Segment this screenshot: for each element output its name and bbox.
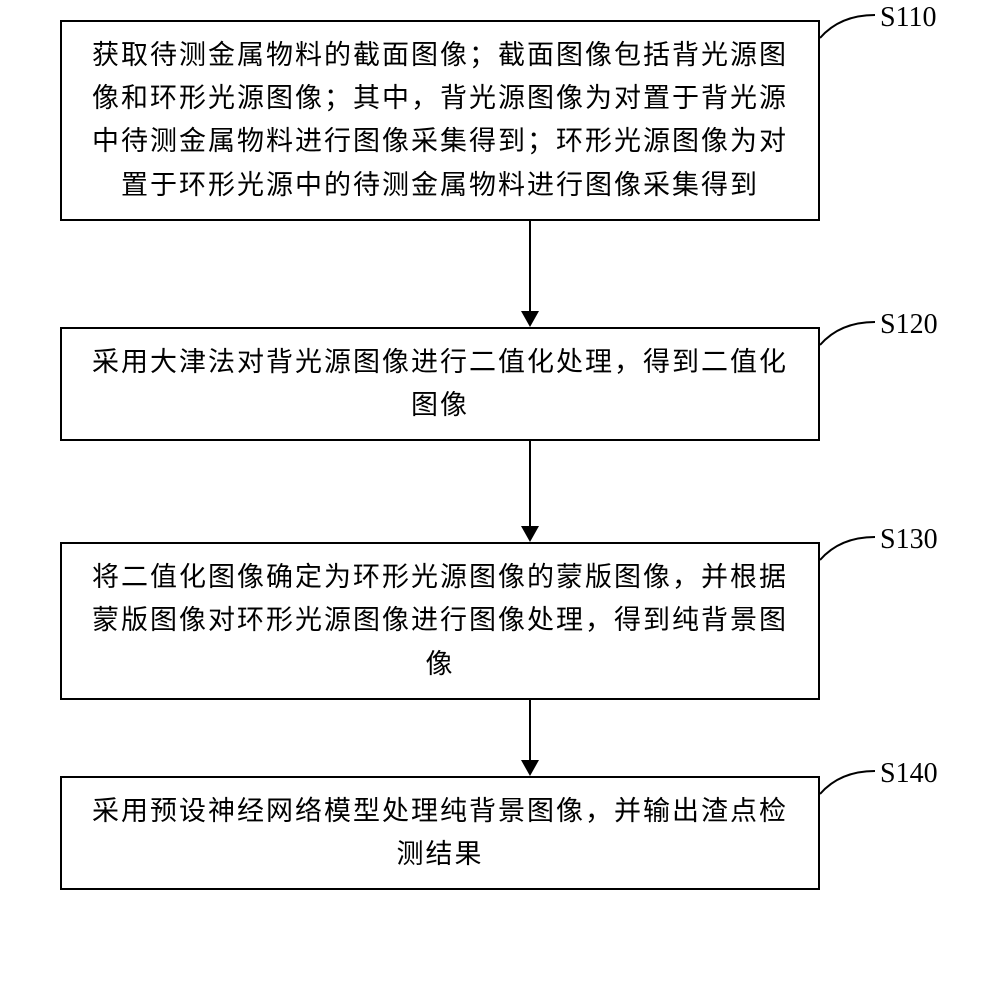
step-container-1: 获取待测金属物料的截面图像；截面图像包括背光源图像和环形光源图像；其中，背光源图… xyxy=(0,20,1000,221)
step-box-s110: 获取待测金属物料的截面图像；截面图像包括背光源图像和环形光源图像；其中，背光源图… xyxy=(60,20,820,221)
step-box-s120: 采用大津法对背光源图像进行二值化处理，得到二值化图像 xyxy=(60,327,820,441)
step-text: 采用大津法对背光源图像进行二值化处理，得到二值化图像 xyxy=(92,347,788,420)
step-container-4: 采用预设神经网络模型处理纯背景图像，并输出渣点检测结果 S140 xyxy=(0,776,1000,890)
step-text: 采用预设神经网络模型处理纯背景图像，并输出渣点检测结果 xyxy=(92,796,788,869)
step-label-s110: S110 xyxy=(880,2,937,34)
arrow-line xyxy=(529,441,531,526)
arrow-line xyxy=(529,700,531,760)
step-label-s120: S120 xyxy=(880,309,938,341)
step-container-3: 将二值化图像确定为环形光源图像的蒙版图像，并根据蒙版图像对环形光源图像进行图像处… xyxy=(0,542,1000,700)
step-label-s140: S140 xyxy=(880,758,938,790)
arrow-head-icon xyxy=(521,526,539,542)
arrow-line xyxy=(529,221,531,311)
step-container-2: 采用大津法对背光源图像进行二值化处理，得到二值化图像 S120 xyxy=(0,327,1000,441)
arrow-head-icon xyxy=(521,760,539,776)
step-text: 获取待测金属物料的截面图像；截面图像包括背光源图像和环形光源图像；其中，背光源图… xyxy=(92,40,788,200)
step-text: 将二值化图像确定为环形光源图像的蒙版图像，并根据蒙版图像对环形光源图像进行图像处… xyxy=(92,562,788,678)
arrow-head-icon xyxy=(521,311,539,327)
step-box-s140: 采用预设神经网络模型处理纯背景图像，并输出渣点检测结果 xyxy=(60,776,820,890)
step-label-s130: S130 xyxy=(880,524,938,556)
step-box-s130: 将二值化图像确定为环形光源图像的蒙版图像，并根据蒙版图像对环形光源图像进行图像处… xyxy=(60,542,820,700)
flowchart-container: 获取待测金属物料的截面图像；截面图像包括背光源图像和环形光源图像；其中，背光源图… xyxy=(0,20,1000,890)
